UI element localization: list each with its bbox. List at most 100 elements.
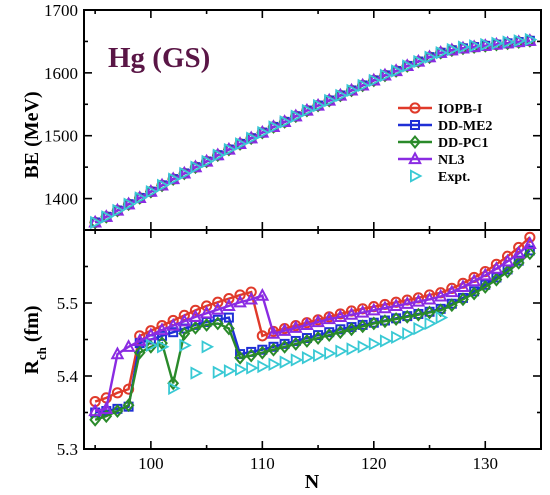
data-point-nl3: [456, 279, 470, 293]
x-tick-label: 110: [250, 454, 275, 473]
data-point-nl3: [210, 301, 225, 315]
data-point-nl3: [277, 323, 292, 336]
y-axis-label-bottom: Rch (fm): [21, 305, 49, 374]
data-point-nl3: [88, 403, 103, 417]
data-point-dd-pc1: [323, 328, 336, 343]
data-point-dd-pc1: [289, 336, 302, 351]
data-point-nl3: [155, 322, 169, 336]
legend-item-expt: Expt.: [409, 169, 470, 185]
x-axis-label: N: [305, 471, 320, 493]
data-point-dd-pc1: [423, 305, 436, 320]
data-point-expt: [190, 160, 203, 174]
data-point-nl3: [511, 34, 526, 48]
y-tick-label: 5.4: [57, 367, 79, 386]
series-dd-pc1: [89, 246, 536, 427]
legend-marker: [408, 151, 422, 165]
legend-item-dd-pc1: DD-PC1: [398, 135, 489, 151]
data-point-dd-pc1: [256, 345, 269, 360]
data-point-dd-pc1: [457, 292, 469, 307]
data-point-expt: [179, 338, 192, 353]
data-point-nl3: [444, 42, 459, 56]
data-point-nl3: [166, 317, 181, 331]
data-point-dd-pc1: [312, 331, 324, 345]
data-point-expt: [379, 334, 393, 348]
y-tick-label: 1400: [44, 190, 78, 209]
data-point-expt: [223, 364, 237, 378]
data-point-iopb-i: [524, 231, 536, 243]
data-point-dd-pc1: [523, 246, 536, 261]
y-tick-label: 1600: [44, 64, 78, 83]
legend-item-nl3: NL3: [398, 151, 464, 168]
data-point-expt: [168, 172, 181, 186]
data-point-expt: [413, 54, 426, 69]
data-point-nl3: [266, 325, 281, 339]
data-point-expt: [257, 125, 270, 140]
data-point-expt: [179, 166, 192, 181]
data-point-iopb-i: [201, 300, 213, 312]
data-point-dd-pc1: [479, 279, 492, 294]
legend-item-iopb-i: IOPB-I: [398, 102, 482, 117]
data-point-nl3: [311, 314, 325, 328]
data-point-expt: [435, 310, 449, 325]
data-point-dd-pc1: [89, 412, 102, 427]
data-point-nl3: [467, 273, 481, 287]
data-point-expt: [469, 39, 482, 53]
data-point-nl3: [500, 35, 515, 49]
legend-label: IOPB-I: [438, 102, 482, 117]
data-point-expt: [357, 78, 371, 93]
data-point-expt: [246, 361, 259, 375]
data-point-expt: [145, 184, 159, 199]
plot-frame: [83, 229, 542, 450]
series-expt: [90, 32, 538, 230]
data-point-nl3: [433, 288, 448, 302]
data-point-dd-pc1: [178, 326, 191, 341]
y-axis-label-unit: (fm): [21, 305, 43, 347]
data-point-expt: [324, 346, 337, 361]
data-point-nl3: [456, 40, 470, 54]
data-point-nl3: [199, 305, 214, 319]
data-point-dd-pc1: [267, 342, 280, 357]
data-point-expt: [157, 340, 170, 354]
data-point-iopb-i: [234, 289, 246, 301]
data-point-expt: [223, 142, 237, 157]
data-point-expt: [357, 340, 371, 354]
data-point-dd-pc1: [245, 348, 258, 363]
data-point-expt: [457, 40, 471, 54]
data-point-expt: [391, 64, 404, 78]
data-point-expt: [402, 326, 415, 341]
data-point-nl3: [244, 291, 259, 305]
data-point-dd-pc1: [234, 350, 246, 365]
chart-annotation: Hg (GS): [108, 42, 210, 74]
data-point-nl3: [478, 38, 493, 51]
data-point-expt: [257, 359, 270, 374]
y-tick-label: 5.5: [57, 294, 78, 313]
data-point-dd-pc1: [434, 303, 447, 318]
data-point-nl3: [132, 333, 147, 347]
data-point-dd-pc1: [301, 334, 313, 348]
data-point-nl3: [400, 296, 415, 309]
data-point-nl3: [467, 39, 481, 53]
series-line-iopb-i: [94, 236, 531, 403]
data-point-expt: [201, 154, 215, 169]
data-point-expt: [301, 351, 315, 365]
legend-label: DD-PC1: [438, 136, 489, 151]
data-point-expt: [335, 88, 348, 103]
data-point-dd-pc1: [222, 321, 235, 336]
data-point-dd-pc1: [445, 298, 458, 313]
data-point-iopb-i: [256, 330, 268, 342]
data-point-expt: [290, 109, 304, 123]
data-point-expt: [335, 344, 348, 358]
data-point-expt: [391, 330, 404, 345]
data-point-expt: [402, 59, 415, 73]
data-point-dd-pc1: [401, 309, 414, 324]
data-point-expt: [346, 342, 360, 356]
data-point-expt: [268, 357, 281, 372]
legend-item-dd-me2: DD-ME2: [398, 119, 492, 134]
data-point-iopb-i: [223, 293, 235, 305]
y-tick-label: 1700: [44, 1, 78, 20]
series-iopb-i: [89, 231, 536, 408]
data-point-nl3: [522, 236, 537, 249]
data-point-nl3: [411, 293, 426, 307]
data-point-expt: [424, 50, 438, 64]
